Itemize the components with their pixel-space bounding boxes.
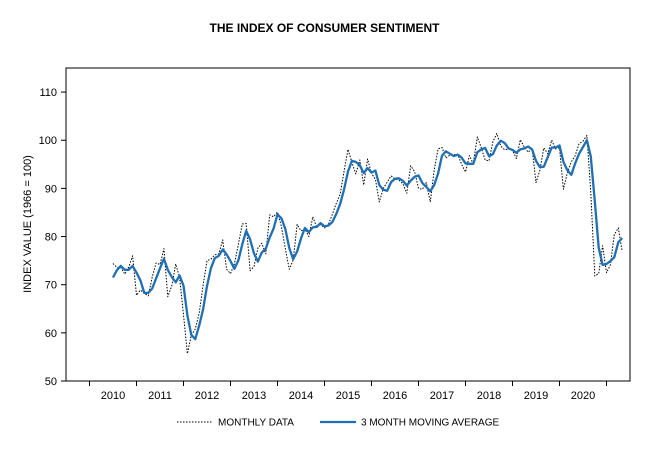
x-axis: 2010 2011 2012 2013 2014 2015 2016 2017 2018 2019…	[89, 381, 607, 402]
x-tick-label: 2014	[289, 390, 313, 402]
y-axis-title: INDEX VALUE (1966 = 100)	[22, 155, 34, 293]
legend-label-moving-average: 3 MONTH MOVING AVERAGE	[361, 418, 499, 429]
y-tick-label: 110	[39, 87, 57, 99]
legend-label-monthly-data: MONTHLY DATA	[218, 418, 294, 429]
chart-title: THE INDEX OF CONSUMER SENTIMENT	[209, 21, 440, 35]
y-tick-label: 80	[45, 232, 57, 244]
y-tick-label: 50	[45, 376, 57, 388]
x-tick-label: 2015	[336, 390, 360, 402]
x-tick-label: 2020	[571, 390, 595, 402]
series-layer	[111, 133, 624, 355]
y-tick-label: 100	[39, 135, 57, 147]
y-axis: 50 60 70 80 90 100 110	[39, 87, 66, 388]
plot-frame	[65, 67, 631, 382]
y-tick-label: 60	[45, 328, 57, 340]
legend: MONTHLY DATA 3 MONTH MOVING AVERAGE	[177, 418, 499, 429]
x-tick-label: 2010	[101, 390, 125, 402]
x-tick-label: 2016	[383, 390, 407, 402]
x-tick-label: 2019	[524, 390, 548, 402]
x-tick-label: 2017	[430, 390, 454, 402]
x-tick-label: 2018	[477, 390, 501, 402]
series-moving-average-line	[111, 139, 624, 341]
x-tick-label: 2011	[148, 390, 172, 402]
y-tick-label: 70	[45, 280, 57, 292]
series-monthly-data-line	[112, 133, 623, 355]
y-tick-label: 90	[45, 183, 57, 195]
x-tick-label: 2013	[242, 390, 266, 402]
x-tick-label: 2012	[195, 390, 219, 402]
